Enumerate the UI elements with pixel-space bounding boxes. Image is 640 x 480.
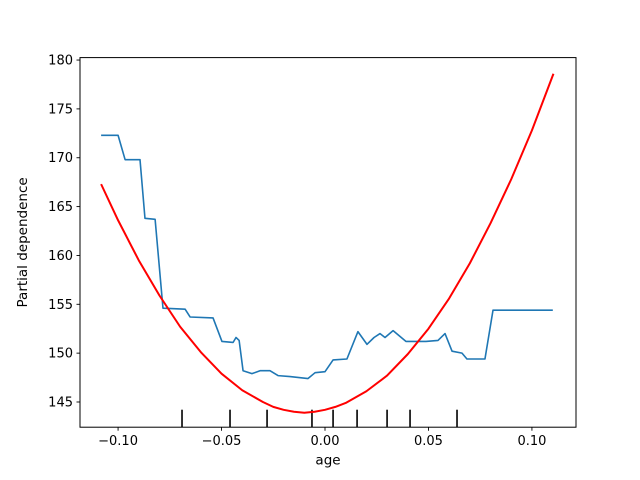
smooth-quadratic-curve-line — [100, 73, 555, 414]
y-tick-label: 155 — [48, 298, 73, 313]
plot-area: −0.10 −0.05 0.00 0.05 0.10 145 150 155 160 165 170… — [48, 54, 577, 449]
y-axis-label: Partial dependence — [15, 177, 31, 307]
x-axis-label: age — [315, 453, 340, 469]
y-tick-label: 175 — [48, 102, 73, 117]
partial-dependence-step-curve-line — [101, 134, 553, 380]
x-tick-label: 0.10 — [517, 434, 546, 449]
y-tick-label: 150 — [48, 347, 73, 362]
y-tick-label: 170 — [48, 151, 73, 166]
x-tick-label: 0.05 — [414, 434, 443, 449]
y-tick-label: 160 — [48, 249, 73, 264]
y-tick-label: 180 — [48, 54, 73, 69]
y-tick-label: 165 — [48, 200, 73, 215]
axes-spines — [79, 57, 577, 428]
x-tick-label: −0.05 — [202, 434, 242, 449]
x-tick-label: −0.10 — [98, 434, 138, 449]
x-tick-label: 0.00 — [311, 434, 340, 449]
y-tick-label: 145 — [48, 395, 73, 410]
